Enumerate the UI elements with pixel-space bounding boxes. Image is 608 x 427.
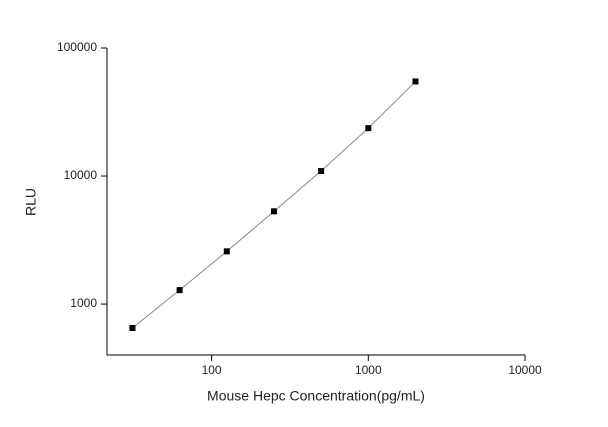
y-tick-label: 1000 bbox=[70, 296, 97, 310]
point bbox=[270, 208, 277, 215]
point bbox=[176, 287, 183, 294]
x-axis-title: Mouse Hepc Concentration(pg/mL) bbox=[207, 388, 425, 404]
point bbox=[318, 168, 325, 175]
point bbox=[129, 325, 136, 332]
y-tick-label: 10000 bbox=[64, 168, 98, 182]
x-tick-label: 100 bbox=[202, 363, 222, 377]
y-tick-label: 100000 bbox=[57, 40, 97, 54]
fit-line bbox=[132, 81, 416, 329]
point bbox=[365, 125, 372, 132]
y-axis-title: RLU bbox=[23, 188, 39, 216]
x-tick-label: 1000 bbox=[355, 363, 382, 377]
point bbox=[223, 248, 230, 255]
point bbox=[412, 78, 419, 85]
x-tick-label: 10000 bbox=[508, 363, 542, 377]
